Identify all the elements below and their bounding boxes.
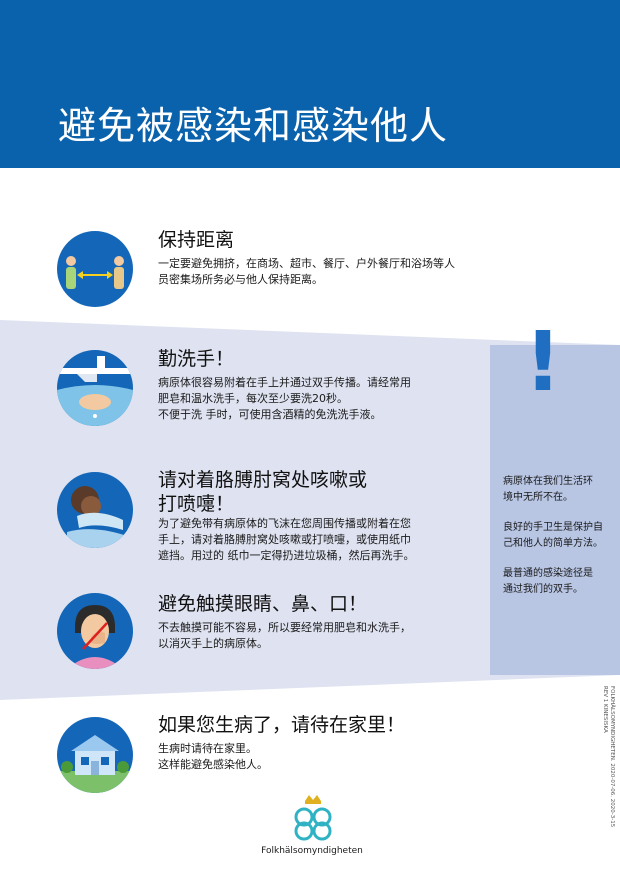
reference-line: REV 1 KINESISKA [602,686,608,733]
body-line: 以消灭手上的病原体。 [158,637,268,650]
side-line: 境中无所不在。 [503,492,573,503]
section-title-wash-hands: 勤洗手！ [158,348,235,370]
title-line: 打喷嚏！ [158,493,235,515]
section-body-wash-hands: 病原体很容易附着在手上并通过双手传播。请经常用 肥皂和温水洗手，每次至少要洗20… [158,375,488,423]
page-title: 避免被感染和感染他人 [58,104,449,148]
hand-washing-icon [57,350,133,426]
side-line: 良好的手卫生是保护自 [503,522,603,533]
side-paragraph-3: 最普通的感染途径是 通过我们的双手。 [503,566,615,598]
body-line: 这样能避免感染他人。 [158,758,268,771]
reference-line: FOLKHÄLSOMYNDIGHETEN. 2020-07-06. 2020-3… [609,686,615,828]
section-body-distance: 一定要避免拥挤，在商场、超市、餐厅、户外餐厅和浴场等人 员密集场所务必与他人保持… [158,256,493,288]
exclamation-icon: ! [524,315,562,410]
side-line: 己和他人的简单方法。 [503,538,603,549]
side-info-panel [490,345,620,675]
stay-home-icon [57,717,133,793]
body-line: 生病时请待在家里。 [158,742,257,755]
section-body-cough: 为了避免带有病原体的飞沫在您周围传播或附着在您 手上，请对着胳膊肘窝处咳嗽或打喷… [158,516,488,564]
keep-distance-icon [57,231,133,307]
section-title-face: 避免触摸眼睛、鼻、口！ [158,593,368,615]
logo-text: Folkhälsomyndigheten [261,846,363,856]
section-title-stay-home: 如果您生病了，请待在家里！ [158,714,406,736]
cough-into-elbow-icon [57,472,133,548]
avoid-face-touching-icon [57,593,133,669]
section-body-face: 不去触摸可能不容易，所以要经常用肥皂和水洗手， 以消灭手上的病原体。 [158,620,488,652]
reference-text: FOLKHÄLSOMYNDIGHETEN. 2020-07-06. 2020-3… [585,686,615,846]
body-line: 为了避免带有病原体的飞沫在您周围传播或附着在您 [158,517,411,530]
side-paragraph-1: 病原体在我们生活环 境中无所不在。 [503,474,615,506]
header-banner: 避免被感染和感染他人 [0,0,620,168]
body-line: 病原体很容易附着在手上并通过双手传播。请经常用 [158,376,411,389]
side-line: 最普通的感染途径是 [503,568,593,579]
side-line: 病原体在我们生活环 [503,476,593,487]
section-title-cough: 请对着胳膊肘窝处咳嗽或 打喷嚏！ [158,468,367,516]
body-line: 手上，请对着胳膊肘窝处咳嗽或打喷嚏，或使用纸巾 [158,533,411,546]
body-line: 不便于洗 手时，可使用含酒精的免洗洗手液。 [158,408,382,421]
body-line: 一定要避免拥挤，在商场、超市、餐厅、户外餐厅和浴场等人 [158,257,455,270]
title-line: 请对着胳膊肘窝处咳嗽或 [158,469,368,491]
body-line: 遮挡。用过的 纸巾一定得扔进垃圾桶，然后再洗手。 [158,549,415,562]
body-line: 肥皂和温水洗手，每次至少要洗20秒。 [158,392,348,405]
body-line: 员密集场所务必与他人保持距离。 [158,273,323,286]
agency-logo [294,795,332,841]
side-paragraph-2: 良好的手卫生是保护自 己和他人的简单方法。 [503,520,615,552]
section-title-distance: 保持距离 [158,229,235,251]
section-body-stay-home: 生病时请待在家里。 这样能避免感染他人。 [158,741,488,773]
body-line: 不去触摸可能不容易，所以要经常用肥皂和水洗手， [158,621,411,634]
side-line: 通过我们的双手。 [503,584,583,595]
